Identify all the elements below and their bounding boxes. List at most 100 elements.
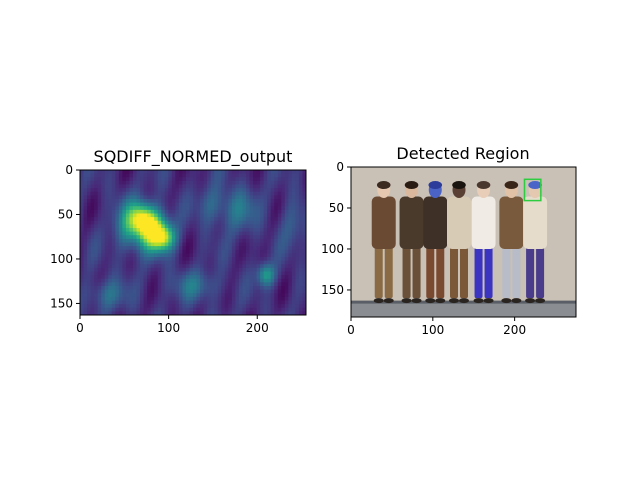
- heatmap-cell: [267, 231, 272, 236]
- heatmap-cell: [97, 293, 102, 298]
- heatmap-cell: [224, 217, 229, 222]
- heatmap-cell: [147, 296, 152, 302]
- heatmap-cell: [90, 253, 95, 258]
- heatmap-cell: [242, 271, 247, 276]
- heatmap-cell: [291, 289, 297, 294]
- heatmap-cell: [217, 293, 222, 298]
- heatmap-cell: [288, 177, 293, 182]
- heatmap-cell: [108, 282, 113, 287]
- heatmap-cell: [214, 188, 219, 193]
- heatmap-cell: [231, 293, 236, 298]
- heatmap-cell: [203, 304, 208, 309]
- heatmap-cell: [193, 224, 198, 229]
- heatmap-cell: [132, 249, 138, 254]
- person-shoe: [473, 298, 484, 304]
- heatmap-cell: [147, 264, 152, 269]
- heatmap-cell: [256, 257, 261, 262]
- heatmap-cell: [284, 220, 289, 225]
- heatmap-cell: [298, 286, 304, 291]
- heatmap-cell: [154, 242, 159, 247]
- heatmap-cell: [245, 296, 251, 302]
- heatmap-cell: [136, 264, 141, 269]
- heatmap-cell: [94, 191, 99, 196]
- heatmap-cell: [178, 238, 184, 244]
- heatmap-cell: [115, 173, 120, 178]
- heatmap-cell: [164, 173, 169, 178]
- heatmap-cell: [238, 271, 244, 276]
- heatmap-cell: [122, 184, 127, 189]
- heatmap-cell: [132, 289, 138, 294]
- heatmap-cell: [97, 249, 102, 254]
- heatmap-cell: [267, 209, 272, 215]
- heatmap-cell: [87, 260, 92, 265]
- heatmap-cell: [291, 220, 297, 225]
- heatmap-cell: [270, 282, 275, 287]
- heatmap-cell: [203, 282, 208, 287]
- heatmap-cell: [295, 170, 300, 175]
- heatmap-cell: [132, 275, 138, 280]
- heatmap-cell: [302, 278, 306, 283]
- heatmap-cell: [263, 199, 268, 204]
- heatmap-cell: [185, 195, 191, 200]
- heatmap-cell: [231, 242, 236, 247]
- heatmap-cell: [150, 246, 155, 251]
- heatmap-cell: [136, 173, 141, 178]
- heatmap-cell: [140, 213, 145, 218]
- heatmap-cell: [217, 282, 222, 287]
- heatmap-cell: [228, 228, 233, 233]
- heatmap-cell: [221, 311, 226, 315]
- heatmap-cell: [196, 224, 201, 229]
- heatmap-cell: [214, 286, 219, 291]
- heatmap-cell: [245, 286, 251, 291]
- heatmap-cell: [111, 173, 116, 178]
- heatmap-cell: [295, 173, 300, 178]
- heatmap-cell: [196, 170, 201, 175]
- heatmap-cell: [125, 228, 131, 233]
- heatmap-cell: [249, 220, 254, 225]
- heatmap-cell: [277, 267, 282, 273]
- heatmap-cell: [140, 271, 145, 276]
- heatmap-cell: [238, 209, 244, 215]
- heatmap-cell: [140, 311, 145, 315]
- heatmap-cell: [108, 184, 113, 189]
- heatmap-cell: [115, 307, 120, 312]
- heatmap-cell: [80, 191, 85, 196]
- heatmap-cell: [302, 199, 306, 204]
- heatmap-cell: [87, 304, 92, 309]
- heatmap-cell: [260, 296, 265, 302]
- heatmap-cell: [274, 191, 279, 196]
- heatmap-cell: [200, 289, 205, 294]
- heatmap-cell: [80, 296, 85, 302]
- heatmap-cell: [80, 246, 85, 251]
- heatmap-cell: [245, 217, 251, 222]
- heatmap-cell: [238, 264, 244, 269]
- heatmap-cell: [256, 195, 261, 200]
- heatmap-cell: [154, 191, 159, 196]
- heatmap-cell: [242, 307, 247, 312]
- heatmap-cell: [281, 278, 286, 283]
- heatmap-cell: [277, 173, 282, 178]
- heatmap-cell: [189, 311, 194, 315]
- heatmap-cell: [178, 188, 184, 193]
- heatmap-cell: [210, 213, 215, 218]
- heatmap-cell: [267, 307, 272, 312]
- heatmap-cell: [157, 307, 162, 312]
- heatmap-cell: [101, 180, 106, 186]
- heatmap-cell: [185, 217, 191, 222]
- heatmap-cell: [203, 311, 208, 315]
- heatmap-cell: [284, 231, 289, 236]
- heatmap-cell: [235, 188, 240, 193]
- heatmap-cell: [242, 199, 247, 204]
- heatmap-cell: [132, 209, 138, 215]
- heatmap-cell: [154, 224, 159, 229]
- heatmap-cell: [157, 278, 162, 283]
- heatmap-cell: [298, 253, 304, 258]
- heatmap-cell: [267, 275, 272, 280]
- heatmap-cell: [157, 296, 162, 302]
- heatmap-cell: [129, 282, 134, 287]
- heatmap-cell: [200, 271, 205, 276]
- heatmap-cell: [111, 188, 116, 193]
- heatmap-ytick-label: 50: [58, 207, 73, 221]
- heatmap-cell: [185, 289, 191, 294]
- heatmap-cell: [196, 300, 201, 305]
